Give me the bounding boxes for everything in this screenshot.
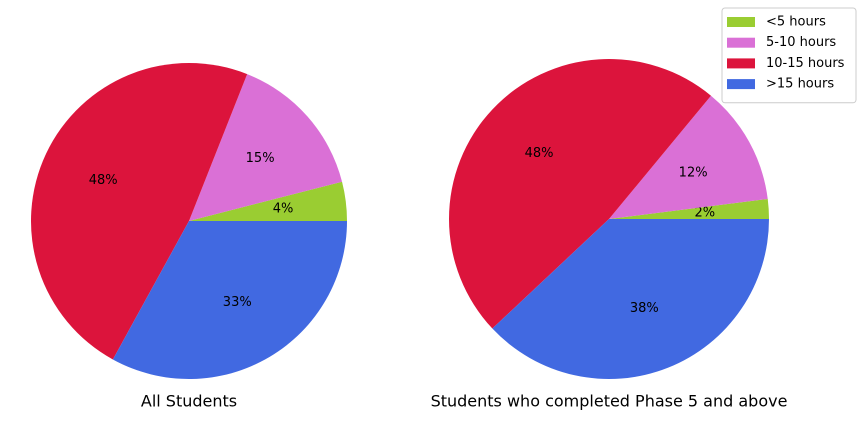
pie-slice (449, 59, 711, 329)
legend-box (721, 7, 857, 104)
slice-label: 38% (630, 301, 659, 316)
legend-swatch (727, 79, 755, 90)
pie-slice (189, 74, 343, 222)
slice-label: 48% (89, 173, 118, 188)
pie-slice (609, 198, 769, 219)
slice-label: 33% (223, 295, 252, 310)
legend-swatch (727, 17, 755, 27)
legend-label: >15 hours (766, 77, 834, 92)
legend-label: <5 hours (766, 15, 826, 30)
chart-title: Students who completed Phase 5 and above (431, 392, 788, 411)
slice-label: 48% (525, 146, 554, 161)
pie-slice (609, 95, 768, 219)
legend-swatch (727, 58, 755, 69)
pie-slice (492, 219, 769, 379)
pie-slice (30, 62, 248, 360)
legend-label: 5-10 hours (766, 35, 836, 50)
slice-label: 15% (246, 151, 275, 166)
legend-label: 10-15 hours (766, 56, 845, 71)
legend-swatch (727, 37, 755, 48)
pie-slice (189, 181, 347, 221)
chart-title: All Students (141, 392, 237, 411)
slice-label: 2% (694, 205, 715, 220)
slice-label: 4% (273, 202, 294, 217)
pie-slice (112, 221, 347, 379)
slice-label: 12% (679, 165, 708, 180)
